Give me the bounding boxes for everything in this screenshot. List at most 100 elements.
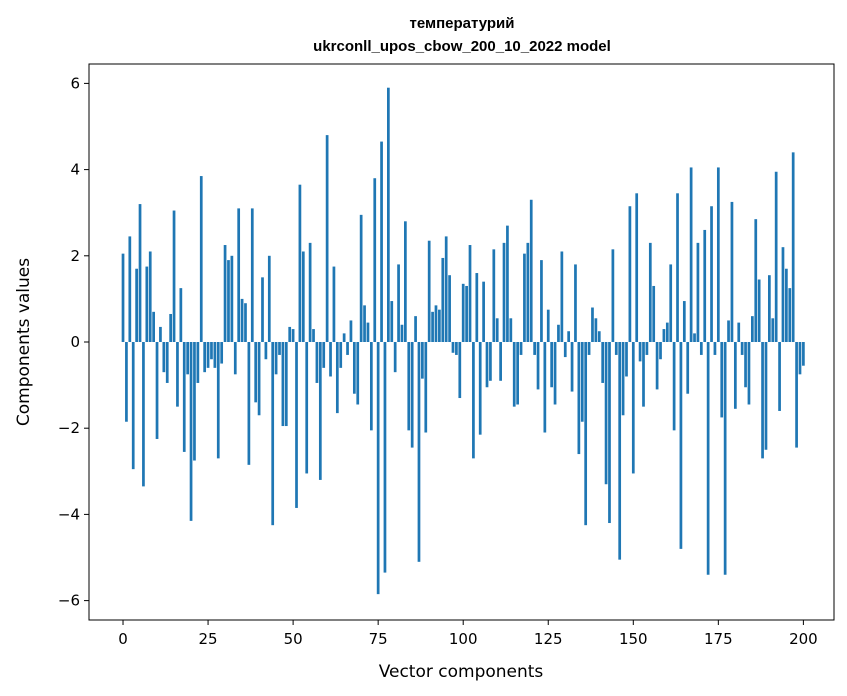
bar: [376, 342, 380, 595]
bar: [203, 342, 207, 373]
bar: [438, 309, 441, 342]
bar: [261, 277, 264, 342]
bar: [461, 283, 465, 342]
bar: [206, 342, 210, 368]
bar: [659, 342, 662, 360]
bar: [795, 342, 798, 448]
bar: [761, 342, 764, 459]
bar: [468, 245, 472, 342]
bar: [148, 251, 152, 342]
bar: [196, 342, 200, 383]
bar: [723, 342, 727, 575]
bar: [165, 342, 169, 383]
bar: [247, 342, 251, 465]
bar: [785, 268, 788, 342]
bar: [448, 275, 451, 342]
bar: [584, 342, 588, 526]
bar: [193, 342, 196, 461]
bar: [325, 135, 329, 342]
bar: [352, 342, 356, 394]
bar: [322, 342, 326, 368]
bar: [121, 253, 125, 342]
x-tick-label: 100: [449, 630, 478, 648]
bar: [727, 320, 730, 342]
bar: [227, 260, 230, 342]
bar: [284, 342, 288, 427]
bar: [744, 342, 747, 388]
bar: [754, 219, 758, 342]
bar: [125, 342, 128, 422]
bar: [257, 342, 261, 416]
bar: [427, 240, 431, 342]
bar: [220, 342, 224, 364]
bar: [485, 342, 489, 388]
bar: [373, 178, 377, 342]
bar: [339, 342, 343, 368]
bar: [618, 342, 622, 560]
bar: [308, 242, 312, 342]
y-tick-label: 6: [70, 74, 80, 92]
bar: [393, 342, 397, 373]
x-tick-label: 75: [369, 630, 388, 648]
bar: [250, 208, 254, 342]
bar: [172, 210, 176, 342]
bar: [305, 342, 309, 474]
bar: [621, 342, 625, 416]
bar: [645, 342, 649, 355]
bar: [730, 201, 734, 342]
bar: [397, 264, 400, 342]
bar: [757, 279, 761, 342]
bar: [580, 342, 584, 422]
bar: [230, 255, 234, 342]
bar: [601, 342, 605, 383]
y-tick-label: −6: [58, 592, 80, 610]
bar: [264, 342, 268, 360]
bar: [135, 268, 138, 342]
bar: [189, 342, 193, 521]
bar: [546, 309, 550, 342]
bar: [128, 236, 132, 342]
bar: [240, 298, 244, 342]
bar: [295, 342, 298, 508]
bar: [179, 288, 183, 342]
bar: [162, 342, 166, 373]
bar: [802, 342, 805, 366]
bar: [543, 342, 547, 433]
x-tick-label: 0: [118, 630, 128, 648]
bar: [638, 342, 642, 362]
bar: [186, 342, 190, 375]
bar: [421, 342, 424, 379]
bar: [335, 342, 339, 414]
bar: [475, 273, 479, 342]
bar: [199, 176, 203, 342]
bar: [213, 342, 217, 368]
bar: [315, 342, 319, 383]
bar: [318, 342, 322, 480]
bar: [366, 322, 370, 342]
bar: [570, 342, 574, 392]
bar: [567, 331, 571, 342]
bar: [431, 311, 434, 342]
bar: [145, 266, 149, 342]
bar: [359, 214, 363, 342]
y-tick-label: 2: [70, 247, 80, 265]
bar: [655, 342, 659, 390]
bar: [407, 342, 411, 431]
bar: [278, 342, 281, 355]
bar: [686, 342, 690, 394]
x-tick-label: 150: [619, 630, 648, 648]
bar: [495, 318, 499, 342]
bar: [628, 206, 632, 342]
bar: [244, 303, 247, 342]
bar: [587, 342, 591, 355]
y-axis-ticks: −6 −4 −2 0 2 4 6: [58, 74, 89, 610]
bar: [750, 316, 754, 342]
chart-title-line2: ukrconll_upos_cbow_200_10_2022 model: [313, 38, 611, 55]
bar: [159, 326, 162, 342]
bar: [346, 342, 349, 355]
bar: [781, 247, 785, 342]
bar: [553, 342, 557, 405]
bar: [560, 251, 564, 342]
bar: [349, 320, 353, 342]
